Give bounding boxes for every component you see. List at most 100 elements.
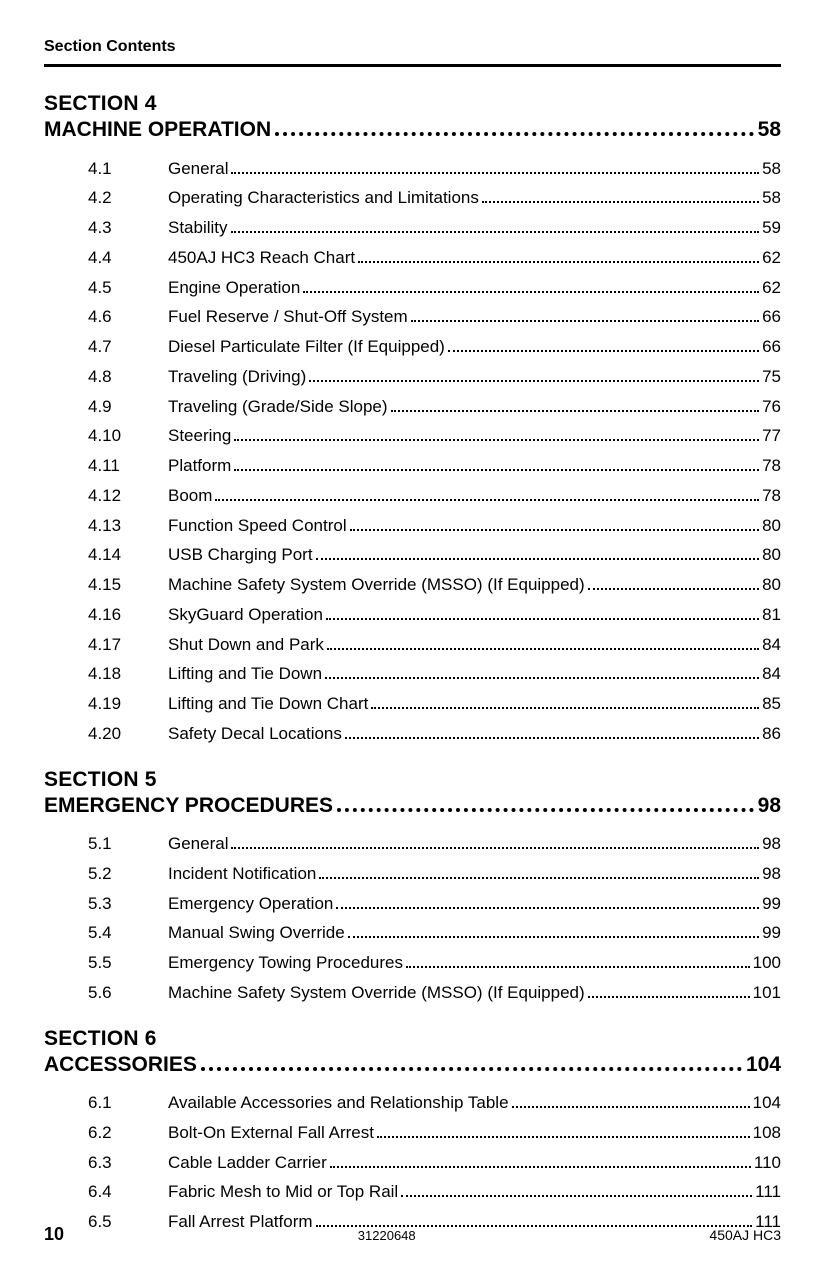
entry-number: 6.2: [88, 1118, 168, 1148]
sections-container: SECTION 4MACHINE OPERATION584.1General58…: [44, 91, 781, 1237]
entry-leader-dots: [448, 350, 759, 352]
entry-title: Machine Safety System Override (MSSO) (I…: [168, 570, 585, 600]
entry-title: Bolt-On External Fall Arrest: [168, 1118, 374, 1148]
footer-model: 450AJ HC3: [709, 1227, 781, 1243]
entry-page: 101: [753, 978, 781, 1008]
entry-title: Boom: [168, 481, 212, 511]
toc-entry: 4.20Safety Decal Locations86: [44, 719, 781, 749]
entry-number: 5.4: [88, 918, 168, 948]
entry-leader-dots: [316, 558, 760, 560]
entry-number: 4.18: [88, 659, 168, 689]
entry-number: 5.5: [88, 948, 168, 978]
entry-title: Diesel Particulate Filter (If Equipped): [168, 332, 445, 362]
entry-number: 5.1: [88, 829, 168, 859]
entry-number: 5.6: [88, 978, 168, 1008]
entry-page: 110: [754, 1148, 781, 1178]
entry-title: Fabric Mesh to Mid or Top Rail: [168, 1177, 398, 1207]
entry-title: Fuel Reserve / Shut-Off System: [168, 302, 408, 332]
toc-entry: 4.7Diesel Particulate Filter (If Equippe…: [44, 332, 781, 362]
entry-leader-dots: [303, 291, 759, 293]
entry-number: 4.5: [88, 273, 168, 303]
entry-number: 4.12: [88, 481, 168, 511]
entry-number: 4.2: [88, 183, 168, 213]
toc-entry: 6.3Cable Ladder Carrier 110: [44, 1148, 781, 1178]
toc-entry: 4.11Platform 78: [44, 451, 781, 481]
entry-leader-dots: [234, 439, 759, 441]
entry-number: 5.3: [88, 889, 168, 919]
section-leader-dots: [201, 1067, 742, 1071]
entry-leader-dots: [377, 1136, 750, 1138]
section-title-row: ACCESSORIES104: [44, 1052, 781, 1078]
entry-page: 99: [762, 889, 781, 919]
section-title: EMERGENCY PROCEDURES: [44, 793, 333, 819]
entry-page: 108: [753, 1118, 781, 1148]
toc-entry: 4.12Boom 78: [44, 481, 781, 511]
entry-leader-dots: [336, 907, 759, 909]
toc-entry: 4.4450AJ HC3 Reach Chart62: [44, 243, 781, 273]
entry-page: 78: [762, 481, 781, 511]
entry-leader-dots: [234, 469, 759, 471]
entry-page: 77: [762, 421, 781, 451]
entry-page: 81: [762, 600, 781, 630]
footer-page-number: 10: [44, 1224, 64, 1245]
entry-page: 104: [753, 1088, 781, 1118]
entry-number: 4.8: [88, 362, 168, 392]
entry-title: Stability: [168, 213, 228, 243]
entry-leader-dots: [345, 737, 759, 739]
entry-number: 4.9: [88, 392, 168, 422]
toc-entry: 5.1General98: [44, 829, 781, 859]
footer-doc-number: 31220648: [358, 1228, 416, 1243]
entry-title: Engine Operation: [168, 273, 300, 303]
entry-leader-dots: [482, 201, 759, 203]
toc-entry: 4.10Steering 77: [44, 421, 781, 451]
entry-leader-dots: [358, 261, 759, 263]
entry-leader-dots: [588, 996, 750, 998]
entry-leader-dots: [330, 1166, 751, 1168]
entry-number: 4.20: [88, 719, 168, 749]
toc-entry: 4.18Lifting and Tie Down84: [44, 659, 781, 689]
toc-entry: 5.3Emergency Operation 99: [44, 889, 781, 919]
entry-leader-dots: [325, 677, 759, 679]
entry-title: 450AJ HC3 Reach Chart: [168, 243, 355, 273]
entry-number: 4.17: [88, 630, 168, 660]
section-title-row: MACHINE OPERATION 58: [44, 117, 781, 143]
entry-leader-dots: [215, 499, 759, 501]
entry-title: Available Accessories and Relationship T…: [168, 1088, 509, 1118]
section-title: MACHINE OPERATION: [44, 117, 271, 143]
entry-title: Shut Down and Park: [168, 630, 324, 660]
toc-entry: 4.19Lifting and Tie Down Chart85: [44, 689, 781, 719]
entry-leader-dots: [401, 1195, 752, 1197]
toc-entry: 6.1Available Accessories and Relationshi…: [44, 1088, 781, 1118]
toc-entry: 5.6Machine Safety System Override (MSSO)…: [44, 978, 781, 1008]
section-title-row: EMERGENCY PROCEDURES98: [44, 793, 781, 819]
entry-number: 4.6: [88, 302, 168, 332]
entry-title: Platform: [168, 451, 231, 481]
entry-number: 4.3: [88, 213, 168, 243]
entry-page: 78: [762, 451, 781, 481]
toc-entry: 4.15Machine Safety System Override (MSSO…: [44, 570, 781, 600]
entry-title: Steering: [168, 421, 231, 451]
entry-page: 80: [762, 511, 781, 541]
entry-title: Function Speed Control: [168, 511, 347, 541]
section-page: 58: [758, 117, 781, 143]
entry-number: 6.3: [88, 1148, 168, 1178]
entry-page: 76: [762, 392, 781, 422]
entry-number: 4.11: [88, 451, 168, 481]
entry-page: 99: [762, 918, 781, 948]
entry-title: Emergency Operation: [168, 889, 333, 919]
entry-title: Lifting and Tie Down: [168, 659, 322, 689]
toc-entry: 4.9Traveling (Grade/Side Slope)76: [44, 392, 781, 422]
entry-leader-dots: [512, 1106, 750, 1108]
entry-leader-dots: [391, 410, 760, 412]
entry-number: 4.10: [88, 421, 168, 451]
section-block: SECTION 6ACCESSORIES1046.1Available Acce…: [44, 1026, 781, 1237]
entry-title: Cable Ladder Carrier: [168, 1148, 327, 1178]
toc-entry: 4.13Function Speed Control80: [44, 511, 781, 541]
entry-page: 98: [762, 859, 781, 889]
entry-title: SkyGuard Operation: [168, 600, 323, 630]
section-leader-dots: [275, 132, 754, 136]
toc-entry: 5.4Manual Swing Override99: [44, 918, 781, 948]
entry-leader-dots: [309, 380, 759, 382]
entry-title: Incident Notification: [168, 859, 316, 889]
entry-number: 4.16: [88, 600, 168, 630]
